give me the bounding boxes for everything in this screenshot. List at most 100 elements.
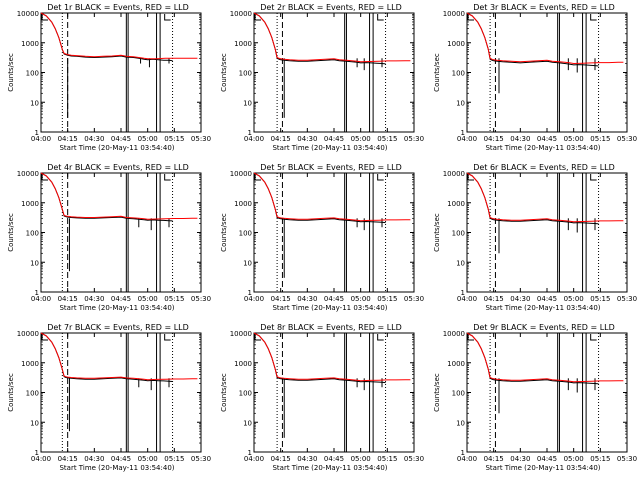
x-axis-label: Start Time (20-May-11 03:54:40) <box>485 464 600 472</box>
x-tick-label: 04:00 <box>457 135 477 143</box>
panel-title: Det 4r BLACK = Events, RED = LLD <box>47 163 189 172</box>
plot-frame <box>253 172 415 293</box>
bracket-marker <box>254 334 261 341</box>
x-tick-label: 04:45 <box>111 455 131 463</box>
bracket-marker <box>164 334 171 341</box>
y-tick-label: 1 <box>461 289 465 297</box>
bracket-marker <box>41 174 48 181</box>
lld-series-line <box>466 172 624 223</box>
x-tick-label: 04:30 <box>84 455 104 463</box>
x-tick-label: 05:30 <box>617 135 637 143</box>
x-tick-label: 05:15 <box>590 455 610 463</box>
y-tick-label: 1000 <box>234 40 252 48</box>
events-series-line <box>466 172 599 225</box>
x-tick-label: 05:30 <box>404 135 424 143</box>
y-tick-label: 1000 <box>21 200 39 208</box>
panel-title: Det 2r BLACK = Events, RED = LLD <box>260 3 402 12</box>
y-axis-label: Counts/sec <box>433 53 441 92</box>
x-tick-label: 04:45 <box>537 295 557 303</box>
x-tick-label: 04:45 <box>324 135 344 143</box>
panel-8: Det 8r BLACK = Events, RED = LLD 1 10 100 10… <box>220 323 424 472</box>
x-axis-label: Start Time (20-May-11 03:54:40) <box>272 464 387 472</box>
y-tick-label: 1 <box>35 289 39 297</box>
panel-5: Det 5r BLACK = Events, RED = LLD 1 10 100 10… <box>220 163 424 312</box>
x-tick-label: 04:15 <box>58 135 78 143</box>
x-tick-label: 05:00 <box>138 455 158 463</box>
panel-6: Det 6r BLACK = Events, RED = LLD 1 10 100 10… <box>433 163 637 312</box>
x-tick-label: 04:45 <box>111 295 131 303</box>
x-tick-label: 04:15 <box>484 135 504 143</box>
lld-series-line <box>466 332 624 383</box>
bracket-marker <box>590 334 597 341</box>
y-tick-label: 10 <box>30 419 39 427</box>
y-tick-label: 100 <box>452 230 465 238</box>
x-axis-label: Start Time (20-May-11 03:54:40) <box>485 304 600 312</box>
x-tick-label: 05:00 <box>351 455 371 463</box>
y-tick-label: 1 <box>248 449 252 457</box>
y-tick-label: 10000 <box>230 330 252 338</box>
y-tick-label: 1 <box>461 449 465 457</box>
panel-title: Det 3r BLACK = Events, RED = LLD <box>473 3 615 12</box>
y-axis-label: Counts/sec <box>7 213 15 252</box>
lld-series-line <box>40 12 198 60</box>
y-tick-label: 100 <box>26 390 39 398</box>
events-series-line <box>466 332 599 385</box>
panel-title: Det 8r BLACK = Events, RED = LLD <box>260 323 402 332</box>
plot-frame <box>40 332 202 453</box>
x-tick-label: 04:00 <box>244 295 264 303</box>
x-axis-label: Start Time (20-May-11 03:54:40) <box>272 144 387 152</box>
y-axis-label: Counts/sec <box>7 373 15 412</box>
events-series-line <box>40 332 173 382</box>
bracket-marker <box>377 334 384 341</box>
plot-frame <box>466 332 628 453</box>
y-tick-label: 100 <box>26 230 39 238</box>
x-tick-label: 05:30 <box>191 295 211 303</box>
events-series-line <box>40 12 173 62</box>
y-tick-label: 10000 <box>17 170 39 178</box>
x-tick-label: 04:45 <box>111 135 131 143</box>
y-tick-label: 1000 <box>447 360 465 368</box>
plot-frame <box>466 172 628 293</box>
y-axis-label: Counts/sec <box>220 53 228 92</box>
y-tick-label: 10000 <box>230 10 252 18</box>
events-series-line <box>466 12 599 67</box>
x-tick-label: 05:00 <box>564 295 584 303</box>
panel-title: Det 7r BLACK = Events, RED = LLD <box>47 323 189 332</box>
x-tick-label: 05:00 <box>351 295 371 303</box>
events-series-line <box>40 172 173 222</box>
x-tick-label: 05:15 <box>377 295 397 303</box>
lld-series-line <box>253 12 411 63</box>
bracket-marker <box>467 174 474 181</box>
x-axis-label: Start Time (20-May-11 03:54:40) <box>59 144 174 152</box>
y-tick-label: 10 <box>30 259 39 267</box>
y-tick-label: 1 <box>461 129 465 137</box>
lld-series-line <box>466 12 624 65</box>
y-tick-label: 10000 <box>443 10 465 18</box>
y-tick-label: 10 <box>243 99 252 107</box>
x-tick-label: 04:45 <box>324 295 344 303</box>
panel-7: Det 7r BLACK = Events, RED = LLD 1 10 100 10… <box>7 323 211 472</box>
x-tick-label: 04:00 <box>244 135 264 143</box>
x-tick-label: 04:00 <box>457 455 477 463</box>
y-tick-label: 10 <box>243 259 252 267</box>
bracket-marker <box>41 334 48 341</box>
bracket-marker <box>377 14 384 21</box>
events-series-line <box>253 12 386 65</box>
x-tick-label: 05:00 <box>351 135 371 143</box>
x-tick-label: 04:30 <box>84 295 104 303</box>
x-tick-label: 04:45 <box>324 455 344 463</box>
y-axis-label: Counts/sec <box>433 373 441 412</box>
y-tick-label: 100 <box>452 390 465 398</box>
y-tick-label: 1 <box>248 129 252 137</box>
x-tick-label: 05:15 <box>590 295 610 303</box>
x-tick-label: 05:30 <box>404 455 424 463</box>
x-axis-label: Start Time (20-May-11 03:54:40) <box>59 464 174 472</box>
bracket-marker <box>377 174 384 181</box>
bracket-marker <box>254 14 261 21</box>
x-tick-label: 04:15 <box>271 455 291 463</box>
plot-frame <box>253 332 415 453</box>
x-tick-label: 04:15 <box>484 295 504 303</box>
x-tick-label: 04:30 <box>297 295 317 303</box>
panel-title: Det 1r BLACK = Events, RED = LLD <box>47 3 189 12</box>
y-tick-label: 1000 <box>234 360 252 368</box>
